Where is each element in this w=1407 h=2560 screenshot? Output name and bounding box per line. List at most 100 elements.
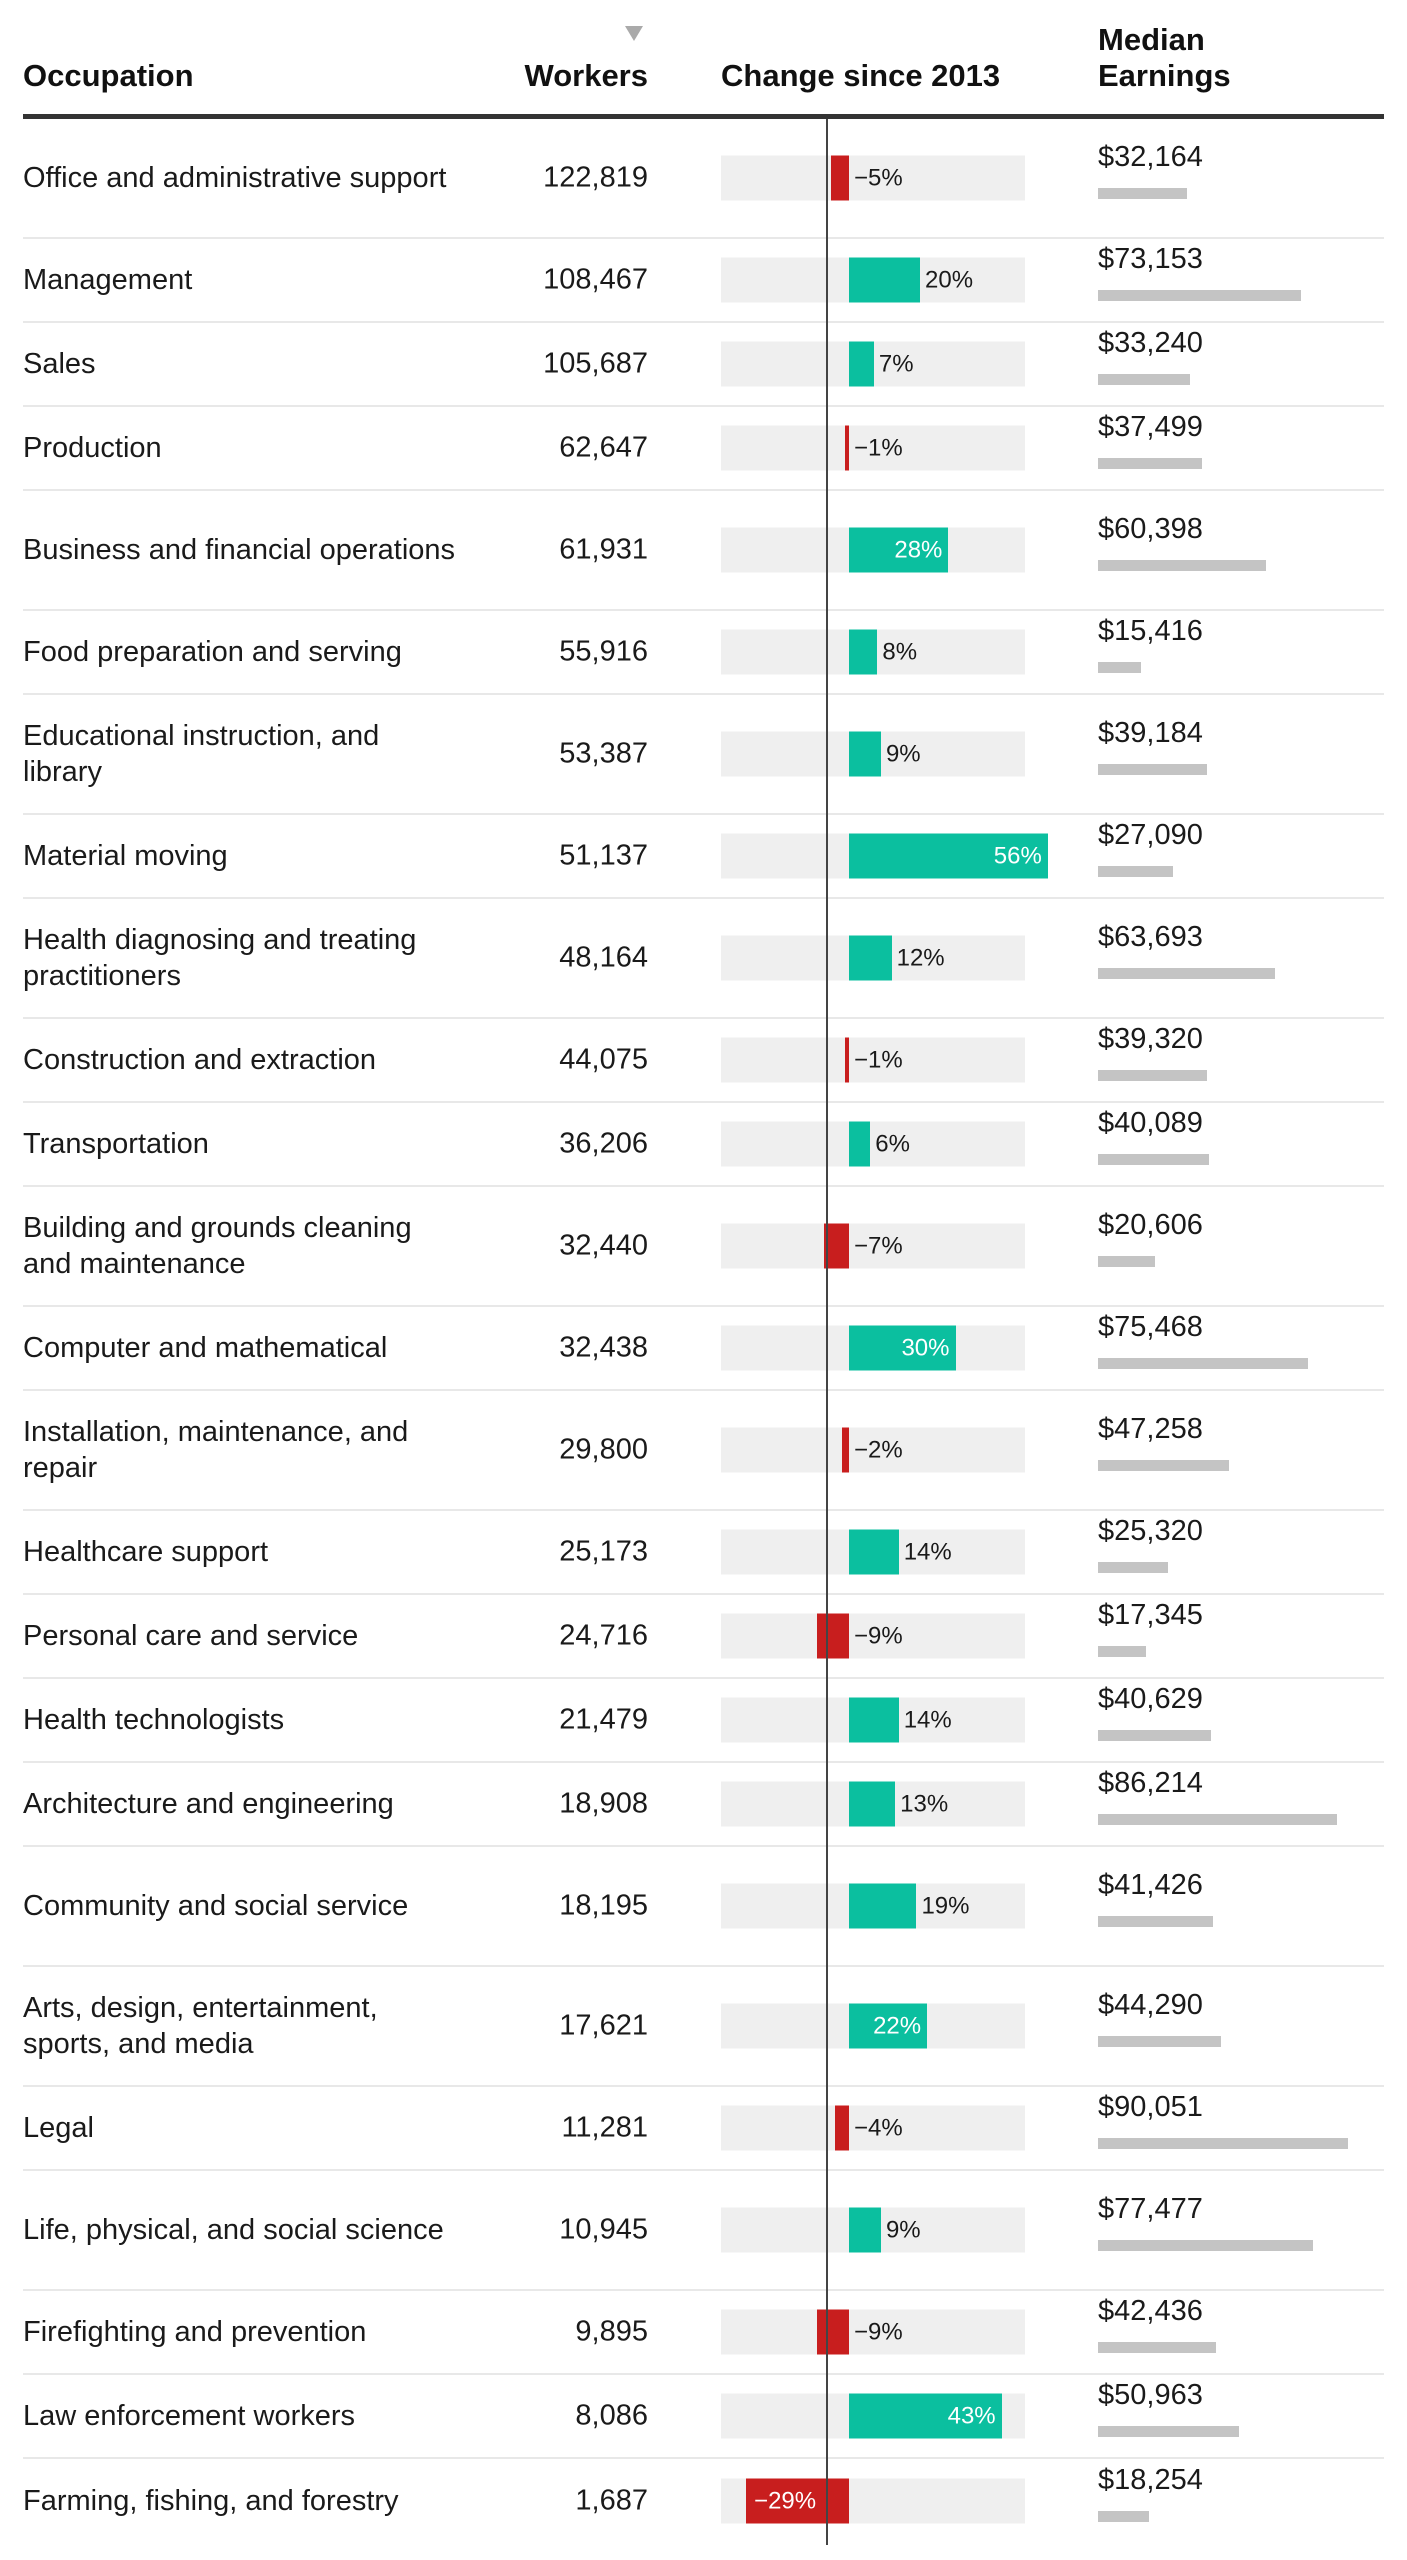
change-bar <box>849 341 874 387</box>
earnings-value: $86,214 <box>1098 1767 1203 1799</box>
earnings-bar <box>1098 2342 1216 2353</box>
earnings-bar <box>1098 1256 1156 1267</box>
median-earnings: $15,416 <box>1098 614 1398 690</box>
earnings-bar <box>1098 764 1207 775</box>
workers-count: 61,931 <box>559 533 648 566</box>
occupation-name: Computer and mathematical <box>23 1332 388 1364</box>
table-row: Personal care and service 24,716 −9% $17,34… <box>23 1595 1384 1679</box>
table-row: Farming, fishing, and forestry 1,687 −29% $… <box>23 2459 1384 2543</box>
zero-axis-line <box>826 119 828 2545</box>
change-bar <box>831 155 849 201</box>
change-label: 19% <box>921 1892 970 1920</box>
earnings-bar <box>1098 2138 1348 2149</box>
median-earnings: $18,254 <box>1098 2463 1398 2539</box>
change-bar-track: 6% <box>721 1121 1025 1167</box>
earnings-bar <box>1098 1646 1147 1657</box>
median-earnings: $44,290 <box>1098 1988 1398 2064</box>
occupation-name: Legal <box>23 2112 94 2144</box>
median-earnings: $63,693 <box>1098 920 1398 996</box>
earnings-value: $77,477 <box>1098 2193 1203 2225</box>
change-bar <box>849 833 1048 879</box>
change-bar-track: 56% <box>721 833 1048 879</box>
change-label: −1% <box>854 1046 903 1074</box>
occupation-name: Management <box>23 264 193 296</box>
header-median-earnings[interactable]: Median Earnings <box>1098 22 1231 93</box>
earnings-value: $17,345 <box>1098 1599 1203 1631</box>
earnings-bar <box>1098 188 1188 199</box>
workers-count: 105,687 <box>543 347 648 380</box>
earnings-value: $41,426 <box>1098 1869 1203 1901</box>
workers-count: 25,173 <box>559 1535 648 1568</box>
change-bar <box>849 2207 881 2253</box>
earnings-bar <box>1098 968 1275 979</box>
header-workers[interactable]: Workers <box>524 58 649 93</box>
change-bar-track: −9% <box>721 1613 1025 1659</box>
occupation-name: Material moving <box>23 840 228 872</box>
change-bar-track: 20% <box>721 257 1025 303</box>
table-row: Material moving 51,137 56% $27,090 <box>23 815 1384 899</box>
median-earnings: $90,051 <box>1098 2090 1398 2166</box>
earnings-value: $50,963 <box>1098 2379 1203 2411</box>
table-header: Occupation Workers Change since 2013 Med… <box>23 0 1384 119</box>
occupation-name: Building and grounds cleaning and mainte… <box>23 1212 412 1280</box>
change-bar <box>834 2105 849 2151</box>
workers-count: 108,467 <box>543 263 648 296</box>
workers-count: 122,819 <box>543 161 648 194</box>
workers-count: 51,137 <box>559 839 648 872</box>
header-change[interactable]: Change since 2013 <box>721 58 1001 93</box>
occupation-name: Arts, design, entertainment, sports, and… <box>23 1992 378 2060</box>
median-earnings: $37,499 <box>1098 410 1398 486</box>
occupation-name: Business and financial operations <box>23 534 456 566</box>
change-bar-track: −1% <box>721 425 1025 471</box>
earnings-value: $75,468 <box>1098 1311 1203 1343</box>
earnings-bar <box>1098 662 1141 673</box>
change-bar-track: 9% <box>721 2207 1025 2253</box>
table-row: Educational instruction, and library 53,3… <box>23 695 1384 815</box>
workers-count: 18,908 <box>559 1787 648 1820</box>
change-bar-track: −7% <box>721 1223 1025 1269</box>
change-bar <box>817 2309 849 2355</box>
earnings-bar <box>1098 1460 1230 1471</box>
change-bar <box>845 1037 849 1083</box>
table-row: Transportation 36,206 6% $40,089 <box>23 1103 1384 1187</box>
earnings-value: $42,436 <box>1098 2295 1203 2327</box>
header-occupation[interactable]: Occupation <box>23 58 194 93</box>
change-label: 14% <box>903 1706 952 1734</box>
change-bar <box>849 527 949 573</box>
occupation-name: Farming, fishing, and forestry <box>23 2485 399 2517</box>
table-row: Construction and extraction 44,075 −1% $39,… <box>23 1019 1384 1103</box>
occupation-name: Law enforcement workers <box>23 2400 356 2432</box>
workers-count: 44,075 <box>559 1043 648 1076</box>
occupation-name: Sales <box>23 348 96 380</box>
table-row: Healthcare support 25,173 14% $25,320 <box>23 1511 1384 1595</box>
earnings-value: $37,499 <box>1098 411 1203 443</box>
change-bar-track: 8% <box>721 629 1025 675</box>
change-bar-track: 14% <box>721 1697 1025 1743</box>
sort-descending-icon[interactable] <box>625 26 643 41</box>
workers-count: 17,621 <box>559 2009 648 2042</box>
change-label: −7% <box>854 1232 903 1260</box>
median-earnings: $17,345 <box>1098 1598 1398 1674</box>
median-earnings: $86,214 <box>1098 1766 1398 1842</box>
median-earnings: $77,477 <box>1098 2192 1398 2268</box>
table-row: Production 62,647 −1% $37,499 <box>23 407 1384 491</box>
earnings-value: $60,398 <box>1098 513 1203 545</box>
change-bar-track: 19% <box>721 1883 1025 1929</box>
change-label: −29% <box>754 2487 817 2515</box>
change-bar <box>849 935 892 981</box>
occupation-name: Health technologists <box>23 1704 285 1736</box>
table-row: Architecture and engineering 18,908 13% $86… <box>23 1763 1384 1847</box>
earnings-value: $73,153 <box>1098 243 1203 275</box>
median-earnings: $32,164 <box>1098 140 1398 216</box>
earnings-value: $18,254 <box>1098 2464 1203 2496</box>
change-bar-track: 9% <box>721 731 1025 777</box>
table-row: Management 108,467 20% $73,153 <box>23 239 1384 323</box>
earnings-value: $39,184 <box>1098 717 1203 749</box>
earnings-bar <box>1098 374 1191 385</box>
change-bar <box>849 1883 917 1929</box>
change-label: 28% <box>894 536 943 564</box>
workers-count: 55,916 <box>559 635 648 668</box>
occupation-name: Educational instruction, and library <box>23 720 380 788</box>
workers-count: 53,387 <box>559 737 648 770</box>
occupation-name: Life, physical, and social science <box>23 2214 444 2246</box>
